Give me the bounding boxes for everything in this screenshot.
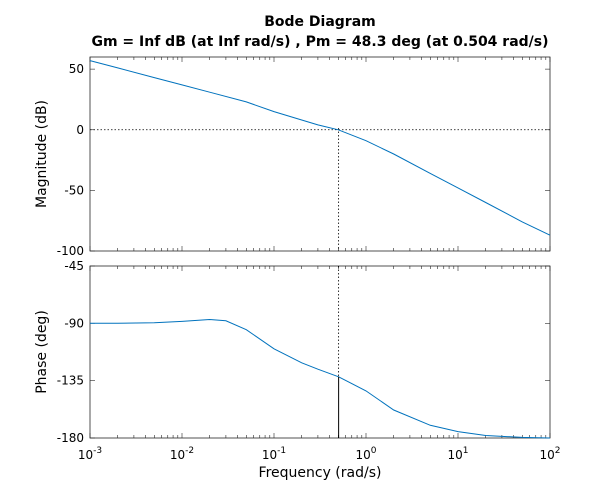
magnitude-panel: Magnitude (dB): [34, 56, 551, 252]
y-tick-label: -180: [57, 431, 84, 445]
magnitude-axis-label: Magnitude (dB): [34, 100, 50, 208]
y-tick-label: -45: [64, 259, 84, 273]
magnitude-curve: [89, 60, 551, 236]
y-tick-label: 0: [76, 123, 84, 137]
y-tick-label: -135: [57, 374, 84, 388]
x-tick-label: 100: [355, 446, 376, 462]
y-tick-label: -100: [57, 244, 84, 258]
x-tick-label: 10-1: [262, 446, 286, 462]
x-tick-label: 101: [447, 446, 468, 462]
y-tick-label: 50: [69, 62, 84, 76]
x-axis-label: Frequency (rad/s): [259, 465, 382, 481]
chart-subtitle: Gm = Inf dB (at Inf rad/s) , Pm = 48.3 d…: [91, 34, 548, 50]
y-tick-label: -50: [64, 183, 84, 197]
phase-axis-label: Phase (deg): [34, 310, 50, 394]
x-tick-label: 10-2: [170, 446, 194, 462]
phase-panel: Phase (deg): [34, 265, 551, 439]
y-tick-label: -90: [64, 316, 84, 330]
x-tick-label: 10-3: [78, 446, 102, 462]
magnitude-axes-box: [89, 56, 551, 252]
phase-curve: [90, 318, 551, 439]
chart-title: Bode Diagram: [264, 14, 376, 30]
x-tick-label: 102: [539, 446, 560, 462]
phase-axes-box: [89, 265, 551, 439]
